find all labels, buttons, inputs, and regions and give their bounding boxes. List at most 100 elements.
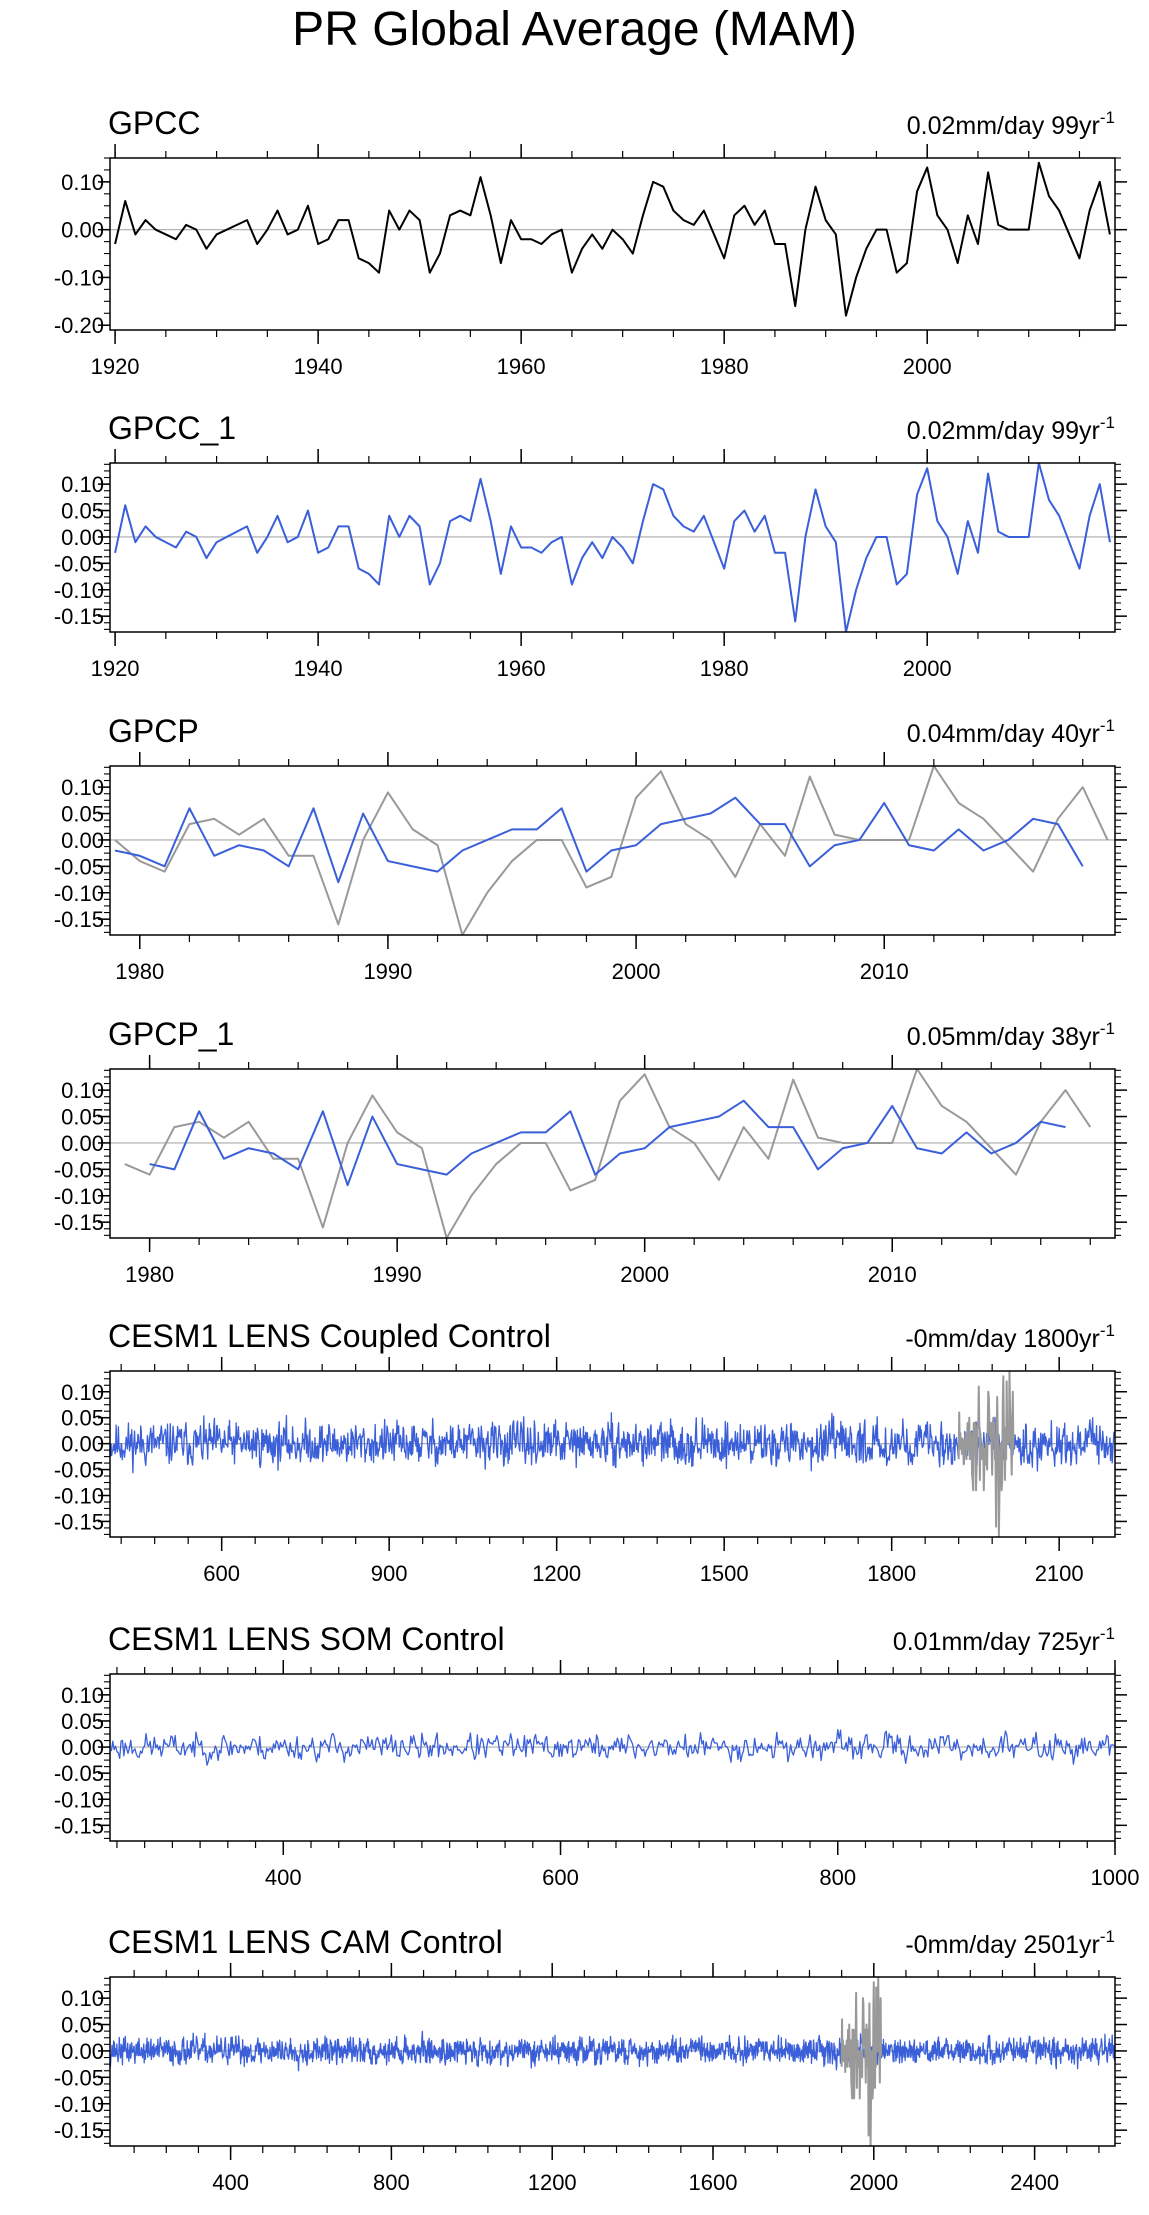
panel-title: CESM1 LENS SOM Control [108, 1621, 505, 1657]
x-tick-label: 1920 [91, 354, 140, 379]
y-tick-label: -0.20 [54, 313, 104, 338]
trend-exponent: -1 [1100, 1927, 1115, 1946]
y-tick-label: -0.05 [54, 854, 104, 879]
plot-frame [109, 462, 1116, 633]
series-line-1 [114, 766, 1109, 935]
y-tick-label: 0.10 [61, 472, 104, 497]
y-tick-label: -0.05 [54, 551, 104, 576]
trend-label: 0.01mm/day 725yr-1 [893, 1624, 1115, 1656]
series-line-1 [124, 1069, 1092, 1238]
trend-value: 0.02mm/day 99yr [907, 417, 1100, 445]
x-tick-label: 1940 [294, 656, 343, 681]
y-tick-label: -0.10 [54, 578, 104, 603]
panel-title: GPCC_1 [108, 410, 236, 446]
y-tick-label: 0.00 [61, 218, 104, 243]
x-tick-label: 2000 [612, 959, 661, 984]
x-tick-label: 2000 [903, 354, 952, 379]
trend-label: 0.02mm/day 99yr-1 [907, 413, 1115, 445]
x-tick-label: 900 [371, 1561, 408, 1586]
chart-panel-3: GPCP 0.04mm/day 40yr-1 1980 1990 2000 2010 -0.… [54, 713, 1127, 984]
trend-label: 0.05mm/day 38yr-1 [907, 1019, 1115, 1051]
trend-value: 0.02mm/day 99yr [907, 112, 1100, 140]
trend-label: -0mm/day 2501yr-1 [905, 1927, 1115, 1959]
series-line-2 [149, 1099, 1066, 1187]
x-tick-label: 1990 [363, 959, 412, 984]
trend-exponent: -1 [1100, 1019, 1115, 1038]
trend-value: 0.04mm/day 40yr [907, 720, 1100, 748]
y-tick-label: 0.05 [61, 1105, 104, 1130]
y-tick-label: 0.00 [61, 2039, 104, 2064]
trend-value: 0.01mm/day 725yr [893, 1628, 1100, 1656]
y-tick-label: 0.05 [61, 2013, 104, 2038]
x-tick-label: 2000 [849, 2170, 898, 2195]
y-tick-label: -0.15 [54, 1509, 104, 1534]
y-tick-label: -0.05 [54, 1458, 104, 1483]
y-tick-label: 0.00 [61, 1432, 104, 1457]
panel-title: GPCP [108, 713, 199, 749]
y-tick-label: 0.10 [61, 775, 104, 800]
plot-frame [109, 1976, 1116, 2147]
series-group [114, 766, 1109, 935]
x-tick-label: 1960 [497, 354, 546, 379]
trend-exponent: -1 [1100, 1624, 1115, 1643]
x-tick-label: 800 [373, 2170, 410, 2195]
x-tick-label: 1800 [867, 1561, 916, 1586]
x-tick-label: 2010 [860, 959, 909, 984]
panel-title: CESM1 LENS CAM Control [108, 1924, 503, 1960]
series-line-1 [110, 2030, 1115, 2072]
trend-exponent: -1 [1100, 1321, 1115, 1340]
series-line-1 [110, 1729, 1115, 1766]
chart-panel-4: GPCP_1 0.05mm/day 38yr-1 1980 1990 2000 2010 -… [54, 1016, 1127, 1287]
x-tick-label: 600 [203, 1561, 240, 1586]
trend-value: -0mm/day 1800yr [905, 1325, 1100, 1353]
trend-exponent: -1 [1100, 108, 1115, 127]
trend-exponent: -1 [1100, 413, 1115, 432]
y-tick-label: 0.05 [61, 1709, 104, 1734]
panel-title: GPCC [108, 105, 200, 141]
series-line-2 [114, 796, 1084, 884]
y-tick-label: -0.10 [54, 2092, 104, 2117]
y-tick-label: 0.10 [61, 170, 104, 195]
x-tick-label: 1200 [532, 1561, 581, 1586]
series-line-1 [110, 1412, 1115, 1474]
series-line-1 [114, 463, 1111, 632]
plot-frame [109, 157, 1116, 331]
chart-panel-6: CESM1 LENS SOM Control 0.01mm/day 725yr-1… [54, 1621, 1140, 1890]
y-tick-label: 0.00 [61, 525, 104, 550]
series-group [110, 1371, 1115, 1537]
series-group [114, 161, 1111, 317]
y-tick-label: -0.10 [54, 265, 104, 290]
y-tick-label: 0.10 [61, 1380, 104, 1405]
y-tick-label: 0.10 [61, 1986, 104, 2011]
chart-panel-1: GPCC 0.02mm/day 99yr-1 1920 1940 1960 1980 200… [54, 105, 1127, 379]
chart-panel-5: CESM1 LENS Coupled Control -0mm/day 1800y… [54, 1318, 1127, 1586]
x-tick-label: 600 [542, 1865, 579, 1890]
x-tick-label: 2010 [868, 1262, 917, 1287]
x-tick-label: 1000 [1091, 1865, 1140, 1890]
y-tick-label: 0.00 [61, 1735, 104, 1760]
y-tick-label: 0.10 [61, 1078, 104, 1103]
y-tick-label: 0.05 [61, 499, 104, 524]
panel-title: CESM1 LENS Coupled Control [108, 1318, 551, 1354]
series-line-1 [114, 161, 1111, 317]
trend-value: -0mm/day 2501yr [905, 1931, 1100, 1959]
x-tick-label: 1980 [700, 656, 749, 681]
x-tick-label: 2000 [620, 1262, 669, 1287]
x-tick-label: 1960 [497, 656, 546, 681]
y-tick-label: -0.05 [54, 2065, 104, 2090]
x-tick-label: 800 [819, 1865, 856, 1890]
plot-frame [109, 1370, 1116, 1538]
y-tick-label: 0.00 [61, 1131, 104, 1156]
y-tick-label: -0.15 [54, 1813, 104, 1838]
x-tick-label: 1200 [528, 2170, 577, 2195]
chart-panel-2: GPCC_1 0.02mm/day 99yr-1 1920 1940 1960 1980 2… [54, 410, 1127, 681]
y-tick-label: 0.05 [61, 1406, 104, 1431]
y-tick-label: -0.15 [54, 2118, 104, 2143]
x-tick-label: 1940 [294, 354, 343, 379]
y-tick-label: -0.10 [54, 1484, 104, 1509]
x-tick-label: 1500 [700, 1561, 749, 1586]
plot-frame [109, 765, 1116, 936]
plot-frame [109, 1673, 1116, 1842]
trend-label: 0.04mm/day 40yr-1 [907, 716, 1115, 748]
y-tick-label: -0.05 [54, 1157, 104, 1182]
